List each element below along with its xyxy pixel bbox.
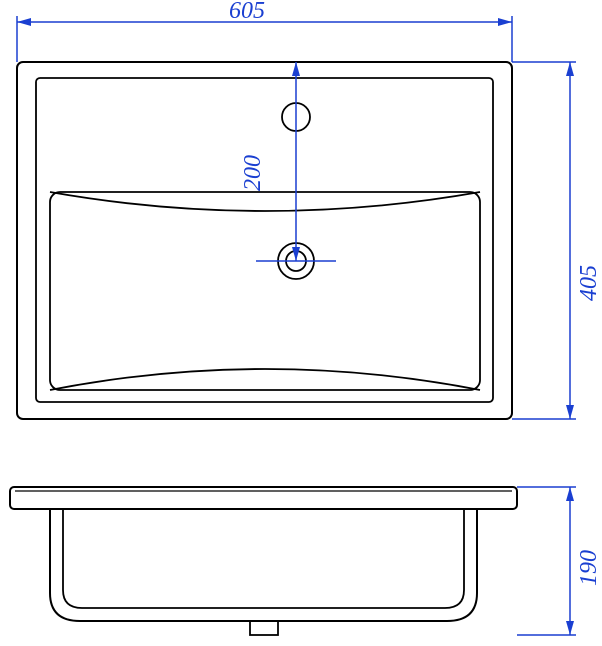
sink-top-rim — [36, 78, 493, 402]
dimension-label: 405 — [576, 265, 602, 301]
sink-top-outer — [17, 62, 512, 419]
dimension-label: 605 — [229, 0, 265, 24]
sink-side-bowl — [50, 509, 477, 621]
sink-side-bowl-inner — [63, 509, 464, 608]
bowl-arc-top — [50, 192, 480, 211]
drain-stub — [250, 621, 278, 635]
dimension-label: 190 — [576, 550, 602, 586]
sink-bowl-outline — [50, 192, 480, 390]
dimension-label: 200 — [240, 155, 266, 191]
technical-drawing: 605 405 200 190 — [0, 0, 602, 646]
bowl-arc-bottom — [50, 369, 480, 390]
sink-side-flange — [10, 487, 517, 509]
